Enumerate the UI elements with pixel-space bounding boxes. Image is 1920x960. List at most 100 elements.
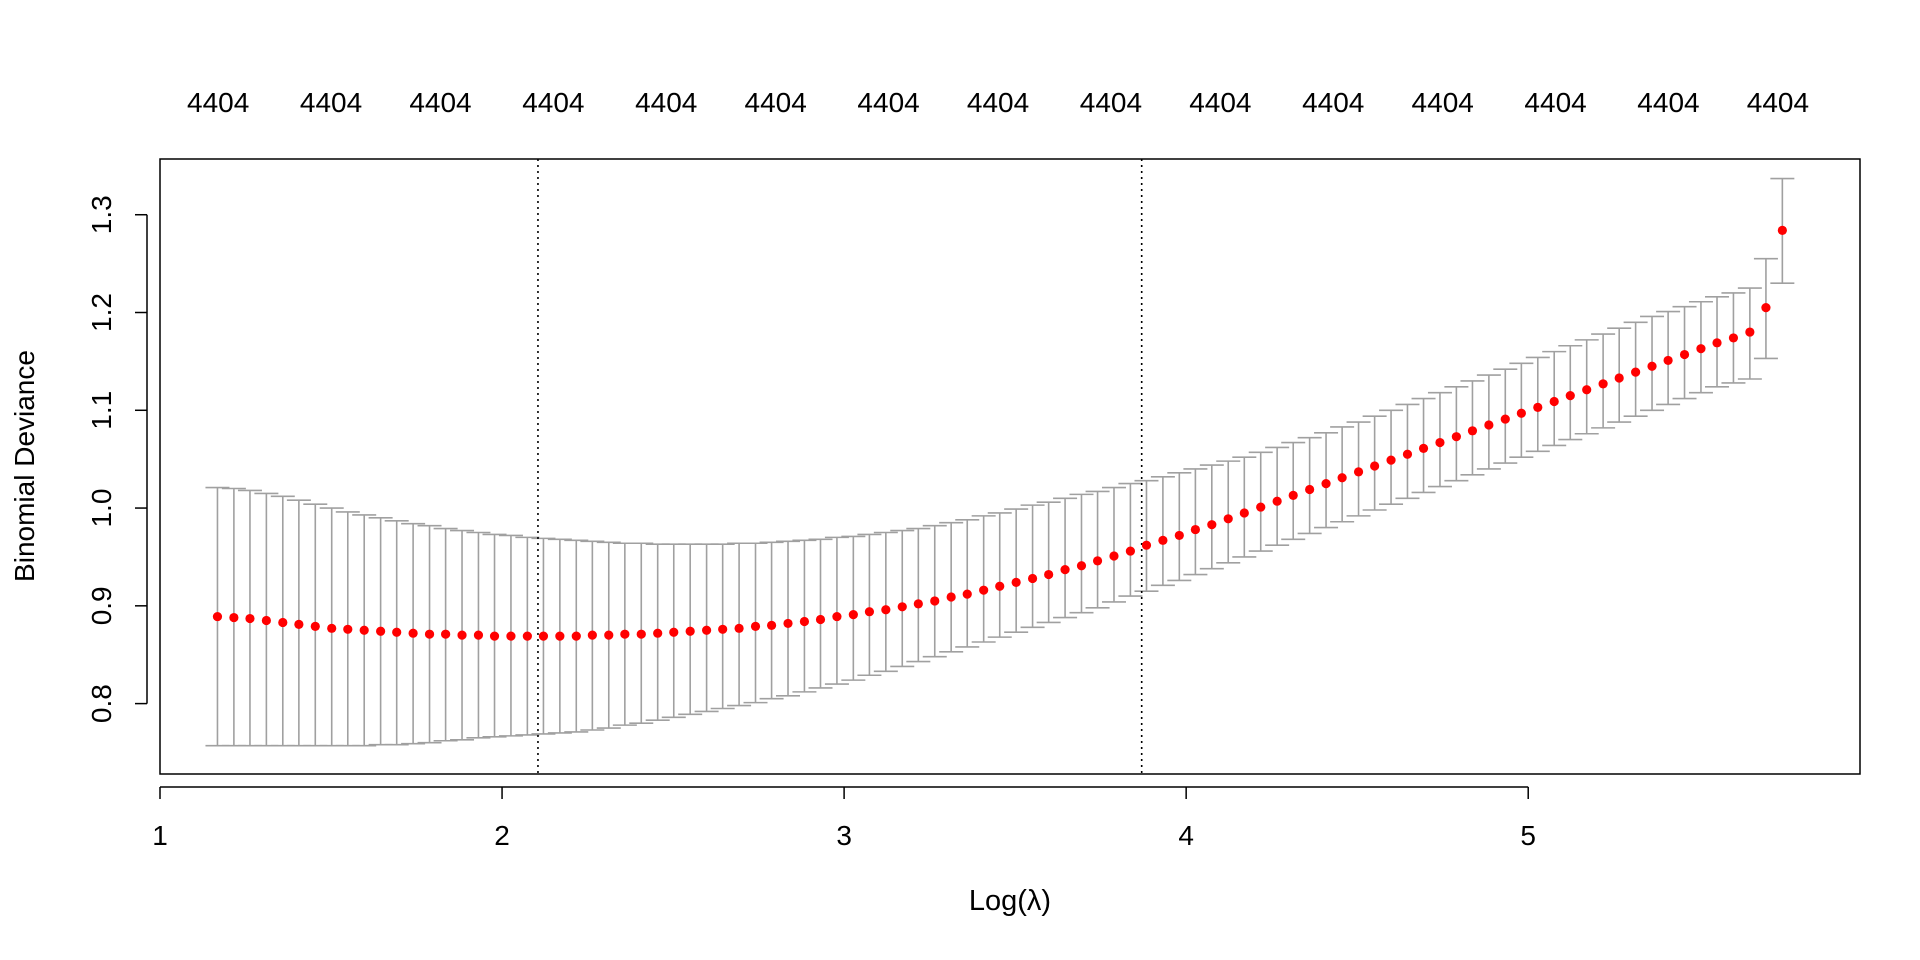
deviance-point (506, 631, 516, 641)
deviance-point (783, 618, 793, 629)
deviance-points (212, 225, 1787, 641)
x-axis-label: Log(λ) (969, 885, 1051, 917)
deviance-point (1386, 455, 1396, 465)
deviance-point (1174, 530, 1184, 541)
deviance-point (1060, 565, 1070, 575)
top-axis-label: 4404 (745, 87, 807, 118)
deviance-point (1696, 344, 1706, 354)
deviance-point (392, 627, 402, 637)
deviance-point (1712, 338, 1722, 348)
deviance-point (701, 625, 712, 635)
deviance-point (1076, 561, 1087, 571)
deviance-point (604, 630, 614, 640)
deviance-point (1435, 437, 1445, 448)
deviance-point (799, 616, 810, 627)
deviance-point (718, 624, 728, 634)
deviance-point (1663, 355, 1673, 366)
deviance-point (979, 585, 989, 595)
deviance-point (881, 605, 891, 615)
deviance-point (1516, 408, 1526, 418)
deviance-point (930, 596, 940, 606)
top-axis-label: 4404 (967, 87, 1029, 118)
deviance-point (946, 592, 956, 602)
deviance-point (848, 610, 858, 620)
y-tick-label: 1.3 (86, 195, 117, 234)
deviance-point (343, 624, 353, 634)
deviance-point (327, 623, 337, 633)
deviance-point (261, 615, 271, 626)
deviance-point (245, 613, 255, 624)
y-tick-label: 1.0 (86, 489, 117, 528)
y-tick-label: 0.9 (86, 586, 117, 625)
deviance-point (1370, 461, 1380, 471)
deviance-point (1305, 484, 1315, 495)
top-axis-label: 4404 (857, 87, 919, 118)
deviance-point (408, 628, 418, 638)
x-tick-label: 4 (1178, 820, 1194, 851)
deviance-point (229, 612, 239, 623)
deviance-point (522, 631, 532, 641)
deviance-point (1190, 524, 1200, 535)
error-bars (205, 177, 1795, 747)
plot-frame (159, 158, 1861, 775)
deviance-point (1761, 303, 1771, 313)
deviance-point (1533, 402, 1543, 412)
x-tick-label: 2 (494, 820, 510, 851)
top-axis-label: 4404 (1524, 87, 1586, 118)
deviance-point (1745, 327, 1755, 337)
deviance-point (1777, 225, 1787, 235)
y-tick-label: 1.2 (86, 293, 117, 332)
deviance-point (653, 628, 663, 638)
deviance-point (1044, 569, 1054, 580)
deviance-point (1337, 473, 1347, 483)
deviance-point (913, 599, 923, 609)
deviance-point (1125, 546, 1136, 556)
deviance-point (1288, 490, 1298, 500)
deviance-point (1207, 520, 1217, 530)
deviance-point (1631, 367, 1641, 377)
deviance-point (571, 631, 581, 641)
deviance-point (750, 621, 761, 631)
deviance-point (1092, 556, 1103, 566)
deviance-point (424, 629, 435, 639)
deviance-point (1223, 514, 1233, 524)
deviance-point (1158, 535, 1168, 545)
top-axis-label: 4404 (1189, 87, 1251, 118)
top-axis-label: 4404 (409, 87, 471, 118)
deviance-point (1549, 396, 1559, 407)
deviance-point (1647, 361, 1657, 371)
deviance-point (376, 626, 386, 636)
deviance-point (636, 629, 646, 639)
deviance-point (962, 589, 972, 599)
deviance-point (359, 625, 369, 635)
top-axis-label: 4404 (1747, 87, 1809, 118)
y-tick-label: 0.8 (86, 684, 117, 723)
deviance-point (766, 620, 777, 630)
deviance-point (538, 631, 549, 641)
x-tick-label: 5 (1520, 820, 1536, 851)
top-axis-label: 4404 (187, 87, 249, 118)
deviance-point (555, 631, 565, 641)
deviance-point (1141, 540, 1152, 550)
top-axis-label: 4404 (1080, 87, 1142, 118)
deviance-point (1598, 379, 1608, 389)
top-axis-label: 4404 (1412, 87, 1474, 118)
deviance-point (587, 630, 597, 640)
deviance-point (897, 602, 907, 612)
top-axis-labels: 4404 4404 4404 4404 4404 4404 4404 4404 4404 4404… (187, 87, 1809, 118)
deviance-point (995, 581, 1005, 591)
top-axis-label: 4404 (635, 87, 697, 118)
deviance-point (669, 627, 679, 637)
x-tick-label: 1 (152, 820, 168, 851)
deviance-point (1353, 467, 1364, 477)
top-axis-label: 4404 (522, 87, 584, 118)
deviance-point (489, 631, 500, 641)
deviance-point (832, 611, 842, 622)
deviance-point (1256, 502, 1266, 512)
deviance-point (1500, 414, 1510, 424)
x-axis: 1 2 3 4 5 (152, 786, 1536, 851)
deviance-point (1467, 426, 1478, 436)
deviance-point (734, 623, 744, 633)
lambda-reference-lines (537, 159, 1143, 774)
